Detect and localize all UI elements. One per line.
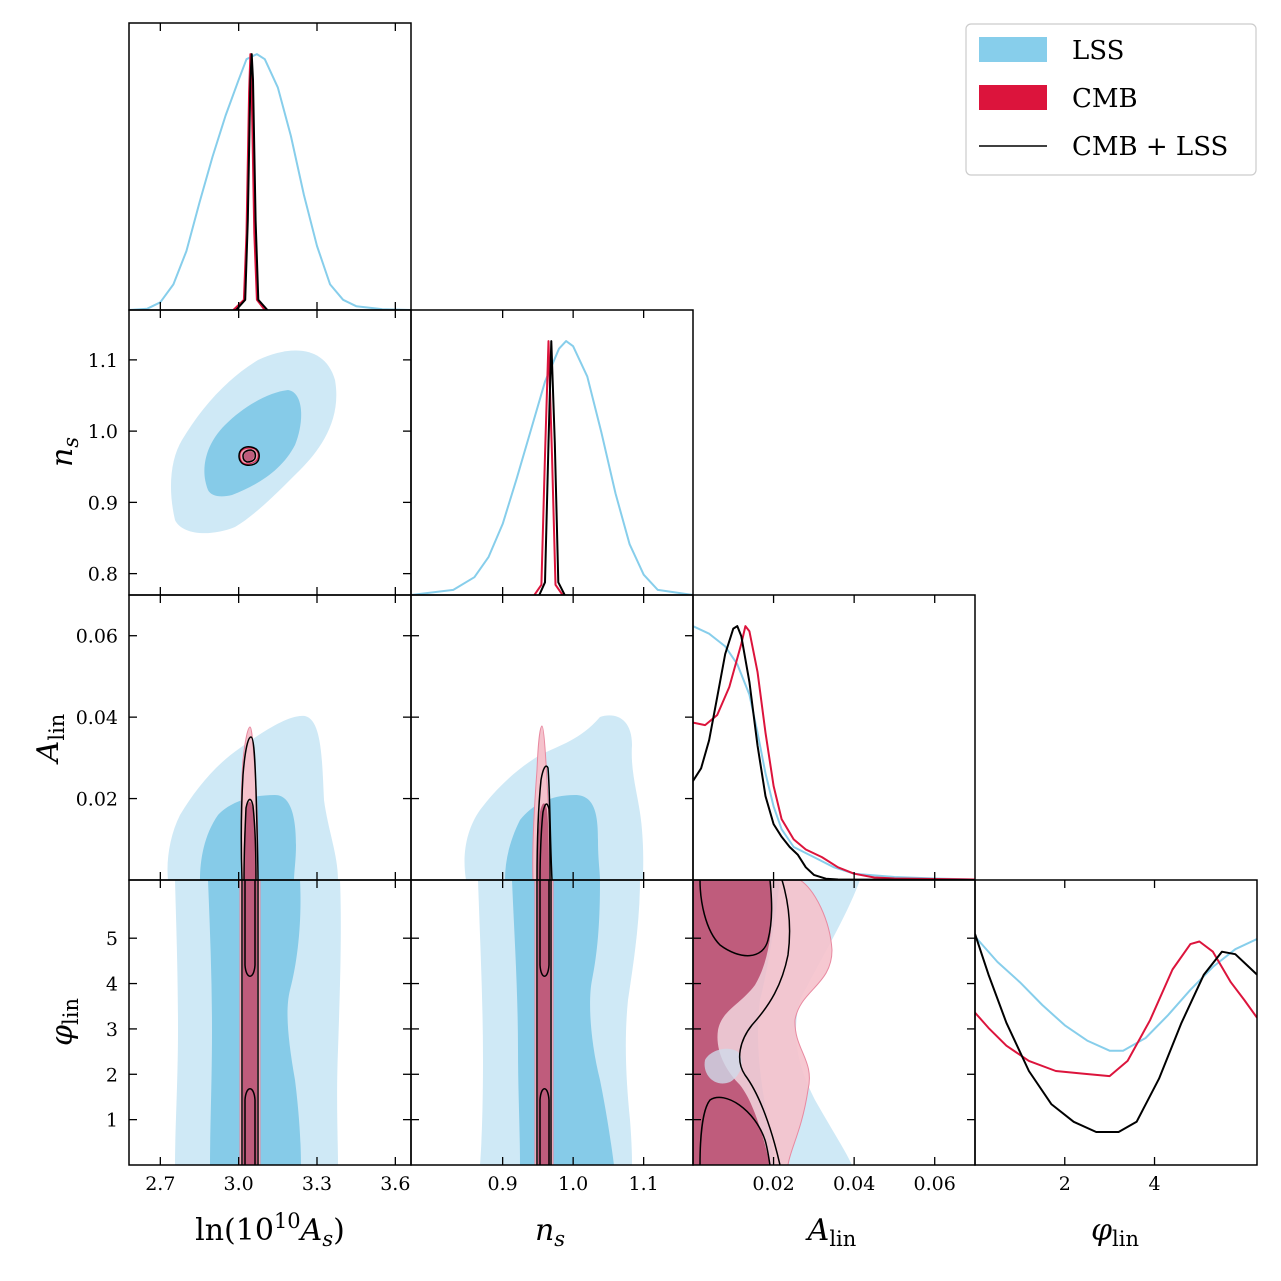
contour-joint-95	[238, 446, 260, 466]
x-tick-label-Alin: 0.06	[914, 1173, 956, 1195]
panel-Alin-vs-ns	[464, 715, 644, 880]
marginal-curve-cmb-lss	[538, 340, 566, 595]
x-tick-label-lnAs: 3.6	[380, 1173, 410, 1195]
y-tick-label-philin: 4	[106, 974, 118, 996]
x-tick-label-lnAs: 2.7	[145, 1173, 175, 1195]
panel-ns-vs-lnAs	[170, 350, 337, 534]
panel-philin-vs-ns	[478, 880, 640, 1165]
marginal-ns	[411, 340, 693, 595]
ylabel-philin: φlin	[45, 998, 83, 1046]
panel-frame-0-0	[128, 22, 412, 311]
legend-label-cmb: CMB	[1072, 84, 1138, 114]
x-tick-label-Alin: 0.02	[752, 1173, 794, 1195]
marginal-curve-cmb	[975, 940, 1257, 1078]
legend-swatch-lss	[979, 37, 1047, 62]
contour-lss-68	[204, 390, 302, 497]
panel-frame-2-2	[692, 594, 976, 881]
axis-ticks: 2.7 3.0 3.3 3.6 0.9 1.0 1.1 0.02 0.04 0.06 2 4 0.8 0.…	[76, 23, 1161, 1195]
x-tick-label-ns: 1.1	[629, 1173, 659, 1195]
xlabel-lnAs: ln(1010As)	[195, 1209, 345, 1251]
x-tick-label-philin: 2	[1059, 1173, 1071, 1195]
x-tick-label-philin: 4	[1148, 1173, 1160, 1195]
contour-cmb-68	[693, 880, 772, 1165]
marginal-philin	[975, 933, 1257, 1133]
xlabel-ns: ns	[535, 1213, 565, 1251]
marginal-curve-lss	[975, 935, 1257, 1052]
panel-philin-vs-Alin	[693, 880, 860, 1165]
panel-Alin-vs-lnAs	[167, 715, 338, 880]
y-tick-label-philin: 2	[106, 1064, 118, 1086]
xlabel-Alin: Alin	[805, 1213, 857, 1251]
contour-joint-68	[244, 880, 256, 1165]
marginal-Alin	[693, 625, 975, 880]
panel-philin-vs-lnAs	[175, 880, 341, 1165]
ylabel-Alin: Alin	[31, 714, 69, 766]
contour-lss-inner-light	[704, 1048, 742, 1084]
legend-label-lss: LSS	[1072, 36, 1124, 66]
panel-frames	[128, 22, 1258, 1166]
contour-lss-68	[505, 795, 600, 880]
y-tick-label-Alin: 0.04	[76, 707, 118, 729]
y-tick-label-Alin: 0.06	[76, 626, 118, 648]
contour-joint-95	[699, 880, 791, 1165]
marginal-curve-cmb-lss	[975, 933, 1257, 1133]
panel-frame-3-3	[974, 879, 1258, 1166]
marginal-curve-cmb	[693, 625, 975, 880]
y-tick-label-ns: 0.9	[88, 492, 118, 514]
y-tick-label-philin: 3	[106, 1019, 118, 1041]
contour-joint-68	[539, 880, 550, 1165]
y-tick-label-ns: 1.1	[88, 350, 118, 372]
marginal-lnAs	[129, 53, 411, 310]
x-tick-label-ns: 1.0	[558, 1173, 588, 1195]
contour-joint-68	[539, 803, 551, 880]
x-tick-label-ns: 0.9	[488, 1173, 518, 1195]
y-tick-label-philin: 1	[106, 1110, 118, 1132]
ylabel-ns: ns	[45, 437, 83, 467]
legend-swatch-cmb	[979, 85, 1047, 110]
y-tick-label-ns: 1.0	[88, 421, 118, 443]
y-tick-label-philin: 5	[106, 928, 118, 950]
legend: LSS CMB CMB + LSS	[965, 23, 1257, 176]
marginal-curve-cmb	[232, 53, 266, 310]
marginal-curve-cmb-lss	[693, 625, 975, 880]
contour-joint-68	[243, 798, 257, 880]
x-tick-label-lnAs: 3.0	[224, 1173, 254, 1195]
marginal-curve-lss	[129, 53, 411, 310]
contour-joint-68	[242, 449, 257, 463]
y-tick-label-Alin: 0.02	[76, 789, 118, 811]
marginal-curve-cmb-lss	[235, 53, 269, 310]
contour-joint-95	[536, 880, 552, 1165]
legend-label-joint: CMB + LSS	[1072, 132, 1228, 162]
marginal-curve-lss	[693, 625, 975, 880]
contour-cmb-68	[244, 451, 255, 461]
y-tick-label-ns: 0.8	[88, 564, 118, 586]
x-tick-label-lnAs: 3.3	[302, 1173, 332, 1195]
x-tick-label-Alin: 0.04	[833, 1173, 875, 1195]
contour-joint-95	[241, 880, 259, 1165]
contour-joint-95	[240, 736, 259, 880]
contour-cmb-68	[243, 801, 256, 880]
marginal-curve-lss	[411, 340, 693, 595]
marginal-curve-cmb	[533, 340, 564, 595]
xlabel-philin: φlin	[1091, 1213, 1139, 1251]
